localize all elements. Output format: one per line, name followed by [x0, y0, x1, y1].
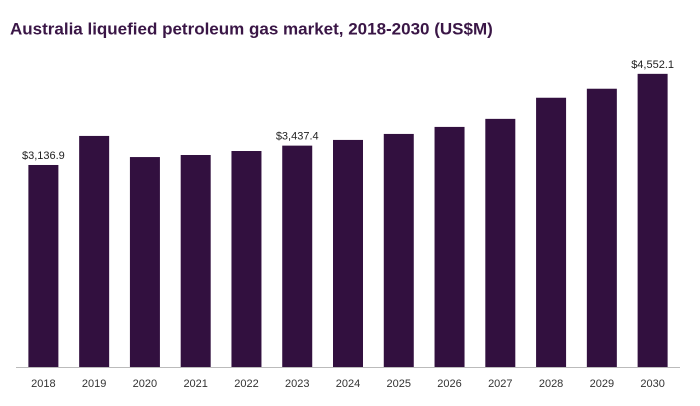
bar	[485, 118, 516, 368]
x-tick-label: 2023	[285, 378, 309, 390]
x-tick-label: 2018	[31, 378, 55, 390]
x-tick-label: 2021	[183, 378, 207, 390]
bar	[28, 164, 59, 367]
bar	[586, 88, 617, 367]
chart-title: Australia liquefied petroleum gas market…	[10, 19, 493, 38]
bar	[536, 97, 567, 368]
bar	[282, 145, 313, 367]
x-tick-label: 2030	[640, 378, 664, 390]
bar	[383, 133, 414, 367]
bar	[180, 154, 211, 367]
value-label: $4,552.1	[631, 59, 674, 71]
bar	[434, 126, 465, 367]
x-tick-label: 2026	[437, 378, 461, 390]
x-tick-label: 2027	[488, 378, 512, 390]
x-tick-label: 2020	[133, 378, 157, 390]
x-tick-label: 2029	[590, 378, 614, 390]
x-tick-label: 2019	[82, 378, 106, 390]
x-tick-label: 2024	[336, 378, 360, 390]
x-tick-label: 2025	[387, 378, 411, 390]
bar	[231, 151, 262, 367]
value-label: $3,437.4	[276, 131, 319, 143]
bar	[79, 135, 110, 367]
bar	[637, 73, 668, 367]
x-tick-label: 2028	[539, 378, 563, 390]
bar	[129, 157, 160, 367]
x-tick-label: 2022	[234, 378, 258, 390]
bar	[333, 139, 363, 367]
value-label: $3,136.9	[22, 150, 65, 162]
